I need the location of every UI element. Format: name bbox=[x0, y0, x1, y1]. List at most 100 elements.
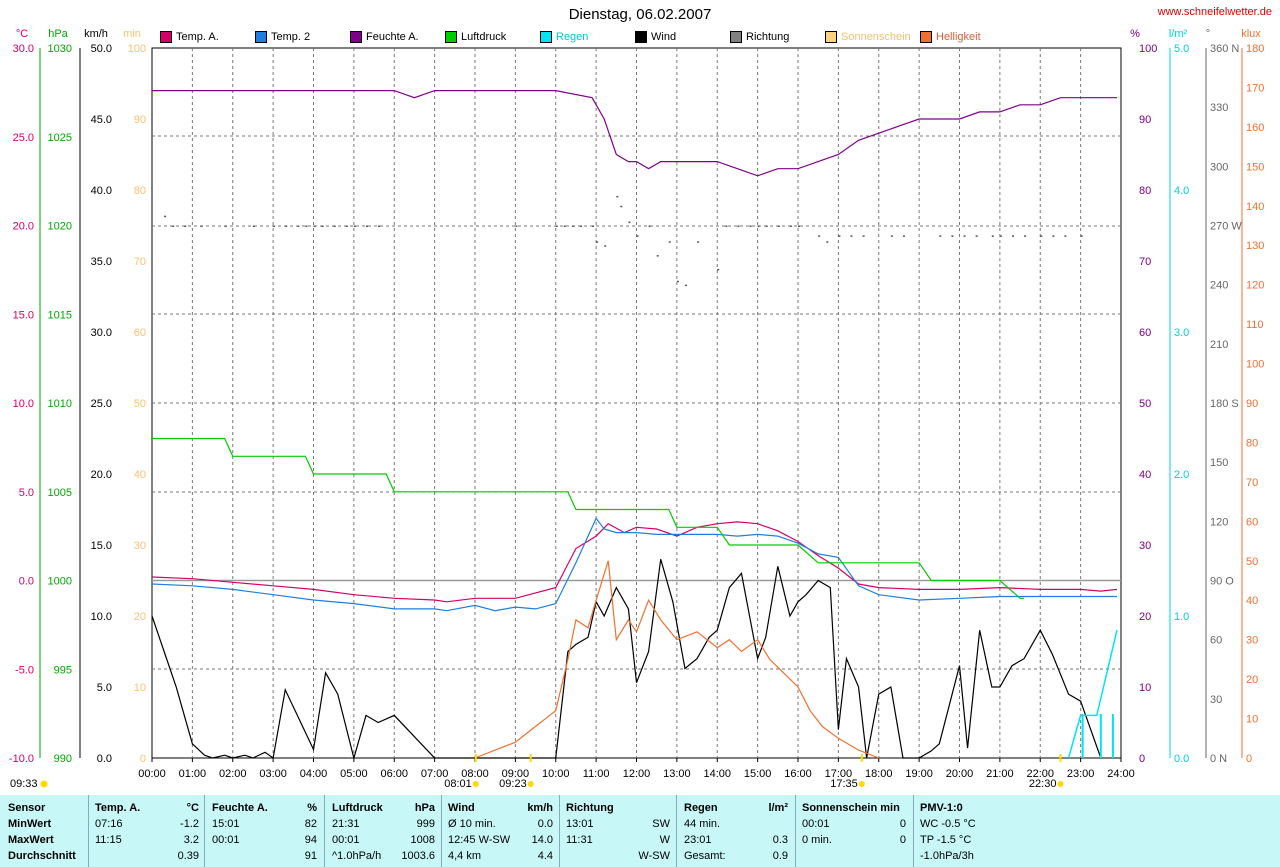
footer-sensor-row: MaxWert bbox=[8, 834, 54, 846]
footer-pmv-row: TP -1.5 °C bbox=[920, 834, 972, 846]
humidity-axis-tick: 70 bbox=[1139, 256, 1151, 268]
direction-point bbox=[668, 241, 671, 243]
footer-temp: Temp. A. °C 07:16 -1.2 11:15 3.2 0.39 bbox=[95, 800, 199, 864]
temp-axis-tick: 5.0 bbox=[19, 487, 34, 499]
brightness-axis-tick: 80 bbox=[1246, 437, 1258, 449]
sun-axis-tick: 60 bbox=[134, 327, 146, 339]
time-tick: 22:00 bbox=[1026, 768, 1054, 780]
pressure-axis-tick: 1015 bbox=[48, 309, 72, 321]
direction-point bbox=[555, 225, 558, 227]
pressure-axis-tick: 1010 bbox=[48, 398, 72, 410]
legend-item: Temp. A. bbox=[160, 31, 219, 43]
direction-axis-tick: 180 S bbox=[1210, 398, 1239, 410]
legend-swatch bbox=[445, 31, 457, 43]
direction-point bbox=[684, 284, 687, 287]
pressure-axis-tick: 1030 bbox=[48, 43, 72, 55]
footer-pmv-row: -1.0hPa/3h bbox=[920, 850, 974, 862]
time-tick: 10:00 bbox=[542, 768, 570, 780]
direction-point bbox=[818, 235, 821, 237]
sunrise-icon bbox=[472, 781, 479, 787]
direction-point bbox=[628, 221, 631, 224]
temp-axis-tick: -10.0 bbox=[9, 753, 34, 765]
direction-point bbox=[676, 280, 679, 283]
direction-axis-tick: 150 bbox=[1210, 457, 1228, 469]
humidity-axis-tick: 10 bbox=[1139, 682, 1151, 694]
statistics-footer bbox=[0, 795, 1280, 867]
temp-axis-tick: 0.0 bbox=[19, 576, 34, 588]
brightness-axis-tick: 150 bbox=[1246, 161, 1264, 173]
footer-wind: Wind km/h Ø 10 min. 0.0 12:45 W-SW 14.0 4,4 km… bbox=[448, 800, 553, 864]
direction-axis-tick: 330 bbox=[1210, 102, 1228, 114]
direction-point bbox=[313, 225, 316, 227]
brightness-axis-tick: 130 bbox=[1246, 240, 1264, 252]
direction-point bbox=[999, 235, 1002, 237]
footer-temp-row: 0.39 bbox=[177, 850, 199, 862]
rain-axis-tick: 5.0 bbox=[1174, 43, 1189, 55]
direction-point bbox=[939, 235, 942, 237]
sun-axis-tick: 50 bbox=[134, 398, 146, 410]
legend-label: Luftdruck bbox=[461, 31, 507, 43]
direction-point bbox=[850, 235, 853, 237]
humidity-axis-tick: 100 bbox=[1139, 43, 1157, 55]
time-tick: 03:00 bbox=[259, 768, 287, 780]
legend-item: Luftdruck bbox=[445, 31, 506, 43]
direction-point bbox=[164, 215, 167, 218]
legend-label: Feuchte A. bbox=[366, 31, 419, 43]
sun-axis-tick: 40 bbox=[134, 469, 146, 481]
footer-pressure: Luftdruck hPa 21:31 999 00:01 1008 ^1.0hPa/h 10… bbox=[332, 800, 435, 864]
footer-rain-row: 23:01 0.3 bbox=[684, 834, 788, 846]
moonrise-time: 09:23 bbox=[499, 778, 527, 790]
site-link[interactable]: www.schneifelwetter.de bbox=[1157, 6, 1272, 18]
footer-sensor-row: MinWert bbox=[8, 818, 52, 830]
brightness-axis-tick: 70 bbox=[1246, 477, 1258, 489]
brightness-axis-tick: 140 bbox=[1246, 201, 1264, 213]
direction-axis-tick: 240 bbox=[1210, 280, 1228, 292]
time-tick: 15:00 bbox=[744, 768, 772, 780]
legend-item: Regen bbox=[540, 31, 588, 43]
legend-label: Richtung bbox=[746, 31, 790, 43]
time-tick: 07:00 bbox=[421, 768, 449, 780]
time-tick: 13:00 bbox=[663, 768, 691, 780]
series-temp-2 bbox=[151, 517, 1117, 612]
footer-pmv-row: WC -0.5 °C bbox=[920, 818, 976, 830]
legend-label: Regen bbox=[556, 31, 589, 43]
wind-axis-tick: 15.0 bbox=[91, 540, 112, 552]
direction-point bbox=[951, 235, 954, 237]
direction-point bbox=[1011, 235, 1014, 237]
moonset-icon bbox=[1057, 781, 1064, 787]
direction-point bbox=[1052, 235, 1055, 237]
legend-item: Temp. 2 bbox=[255, 31, 310, 43]
series-helligkeit bbox=[474, 560, 879, 759]
pressure-axis-tick: 990 bbox=[54, 753, 72, 765]
sunrise-time: 08:01 bbox=[444, 778, 472, 790]
direction-point bbox=[515, 225, 518, 227]
time-tick: 02:00 bbox=[219, 768, 247, 780]
direction-point bbox=[757, 225, 760, 227]
temp-axis-tick: -5.0 bbox=[15, 664, 34, 676]
legend-label: Temp. 2 bbox=[271, 31, 311, 43]
footer-temp-head: Temp. A. °C bbox=[95, 802, 199, 814]
wind-axis-tick: 45.0 bbox=[91, 114, 112, 126]
footer-sun-head: Sonnenschein min bbox=[802, 802, 900, 814]
humidity-axis-tick: 0 bbox=[1139, 753, 1145, 765]
wind-axis-tick: 35.0 bbox=[91, 256, 112, 268]
sun-axis-tick: 30 bbox=[134, 540, 146, 552]
footer-separator bbox=[913, 795, 914, 867]
footer-humidity-head: Feuchte A.% bbox=[212, 802, 317, 814]
brightness-axis-tick: 180 bbox=[1246, 43, 1264, 55]
direction-point bbox=[592, 225, 595, 227]
series-wind bbox=[151, 559, 1102, 761]
footer-pressure-row: 00:01 1008 bbox=[332, 834, 435, 846]
temp-axis-tick: 20.0 bbox=[13, 221, 34, 233]
footer-separator bbox=[324, 795, 325, 867]
brightness-axis-tick: 120 bbox=[1246, 280, 1264, 292]
series-luftdruck bbox=[152, 437, 1025, 599]
direction-axis-tick: 30 bbox=[1210, 694, 1222, 706]
footer-wind-row: Ø 10 min. 0.0 bbox=[448, 818, 553, 830]
humidity-axis-tick: 20 bbox=[1139, 611, 1151, 623]
pressure-axis-tick: 1000 bbox=[48, 576, 72, 588]
sun-axis-tick: 80 bbox=[134, 185, 146, 197]
brightness-axis-tick: 30 bbox=[1246, 635, 1258, 647]
chart-title: Dienstag, 06.02.2007 bbox=[568, 6, 712, 23]
temp-axis-tick: 25.0 bbox=[13, 132, 34, 144]
